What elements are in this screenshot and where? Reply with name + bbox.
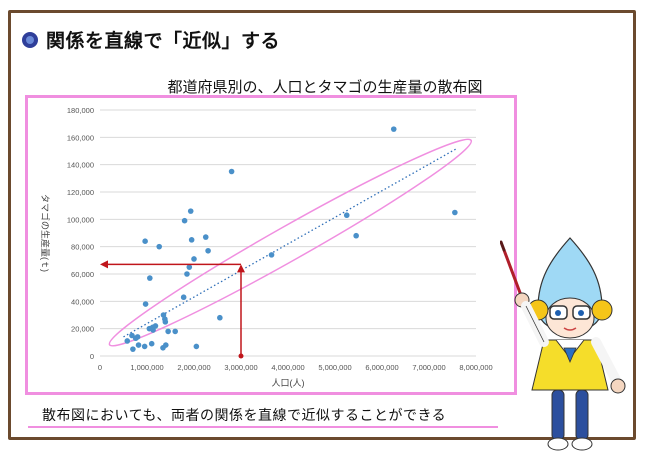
- x-axis-label: 人口(人): [272, 378, 305, 388]
- x-tick-label: 4,000,000: [271, 363, 304, 372]
- data-point: [141, 343, 148, 350]
- y-tick-label: 100,000: [67, 215, 94, 224]
- data-point: [124, 338, 131, 344]
- x-tick-label: 8,000,000: [459, 363, 492, 372]
- data-point: [172, 328, 178, 335]
- data-point: [130, 346, 136, 352]
- y-tick-label: 180,000: [67, 106, 94, 115]
- trendline: [123, 147, 458, 338]
- x-tick-label: 3,000,000: [224, 363, 257, 372]
- y-axis-label: タマゴの生産量(ｔ): [40, 194, 51, 272]
- lookup-arrow-origin: [238, 353, 244, 359]
- y-tick-label: 120,000: [67, 188, 94, 197]
- scatter-plot: 0 20,000 40,000 60,000 80,000 100,000 120,000 1…: [40, 106, 493, 388]
- data-point: [150, 327, 156, 333]
- page-title: 関係を直線で「近似」する: [46, 30, 281, 52]
- data-point: [353, 232, 359, 239]
- data-point: [186, 264, 193, 270]
- mascot-icon: [500, 237, 626, 451]
- data-point: [188, 237, 195, 243]
- chart-title: 都道府県別の、人口とタマゴの生産量の散布図: [167, 78, 483, 96]
- x-tick-label: 1,000,000: [130, 363, 163, 372]
- x-tick-label: 7,000,000: [412, 363, 445, 372]
- data-point: [142, 301, 149, 307]
- caption-underline: [28, 426, 498, 428]
- y-tick-label: 140,000: [67, 161, 94, 170]
- data-point: [156, 243, 163, 250]
- data-point: [162, 319, 169, 325]
- x-tick-label: 2,000,000: [177, 363, 210, 372]
- lookup-arrow-head-up: [237, 264, 245, 273]
- y-tick-label: 40,000: [71, 297, 94, 306]
- data-point: [148, 340, 155, 347]
- data-point: [390, 126, 397, 132]
- y-tick-label: 20,000: [71, 325, 94, 334]
- data-point: [343, 212, 350, 219]
- data-point: [163, 342, 169, 348]
- y-tick-label: 60,000: [71, 270, 94, 279]
- x-tick-label: 5,000,000: [318, 363, 351, 372]
- data-point: [193, 343, 200, 350]
- data-point: [184, 271, 190, 277]
- trend-highlight-ellipse: [108, 138, 473, 347]
- bullet-icon: [22, 31, 38, 48]
- caption: 散布図においても、両者の関係を直線で近似することができる: [42, 408, 447, 424]
- data-point: [191, 256, 197, 262]
- data-point: [181, 217, 188, 224]
- lookup-arrow-head-left: [100, 260, 108, 269]
- x-tick-label: 0: [98, 363, 102, 372]
- data-point: [187, 208, 194, 214]
- title-row: 関係を直線で「近似」する: [22, 26, 280, 53]
- data-point: [152, 323, 159, 329]
- x-tick-label: 6,000,000: [365, 363, 398, 372]
- y-tick-label: 80,000: [71, 243, 94, 252]
- data-point: [134, 334, 141, 340]
- data-point: [165, 328, 171, 335]
- data-point: [180, 294, 187, 301]
- y-tick-label: 0: [90, 352, 94, 361]
- data-point: [135, 342, 142, 348]
- chart-box: 0 20,000 40,000 60,000 80,000 100,000 120,000 1…: [25, 95, 517, 395]
- data-point: [268, 252, 275, 258]
- data-point: [202, 234, 209, 240]
- data-point: [205, 247, 211, 254]
- data-point: [217, 314, 223, 321]
- data-point: [228, 168, 235, 175]
- data-point: [452, 209, 458, 216]
- data-point: [147, 275, 153, 281]
- data-point: [142, 238, 148, 244]
- y-tick-label: 160,000: [67, 133, 94, 142]
